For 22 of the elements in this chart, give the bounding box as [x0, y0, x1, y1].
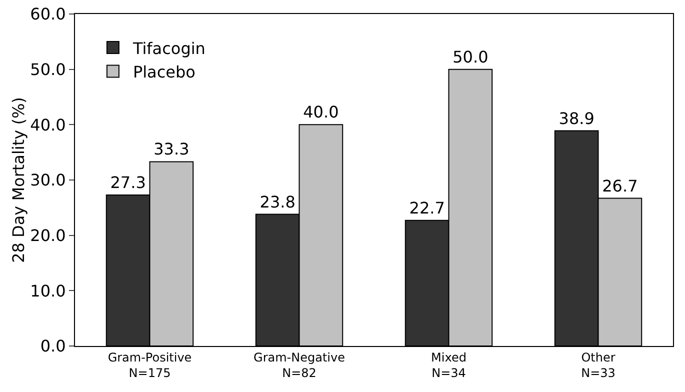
y-tick-label: 20.0 — [30, 226, 66, 245]
x-tick-label: Other N=33 — [581, 350, 616, 380]
data-label: 33.3 — [154, 140, 190, 159]
data-label: 23.8 — [260, 192, 296, 212]
y-tick-label: 0.0 — [40, 336, 66, 356]
data-label: 40.0 — [303, 102, 339, 122]
x-tick-label: Gram-Positive N=175 — [108, 350, 192, 380]
x-tick-label: Mixed N=34 — [431, 350, 466, 380]
y-tick-label: 50.0 — [30, 60, 66, 79]
y-axis-title: 28 Day Mortality (%) — [9, 97, 28, 263]
y-tick-label: 40.0 — [30, 115, 66, 134]
data-label: 38.9 — [558, 108, 594, 128]
x-tick-label: Gram-Negative N=82 — [254, 350, 345, 380]
data-label: 27.3 — [110, 172, 146, 192]
y-tick-label: 30.0 — [30, 170, 66, 190]
data-label: 22.7 — [409, 198, 445, 218]
data-label: 26.7 — [602, 176, 638, 196]
legend-label: Placebo — [132, 62, 196, 82]
data-label: 50.0 — [452, 47, 488, 66]
y-tick-label: 10.0 — [30, 281, 66, 300]
legend-label: Tifacogin — [132, 38, 206, 58]
y-tick-label: 60.0 — [30, 4, 66, 24]
